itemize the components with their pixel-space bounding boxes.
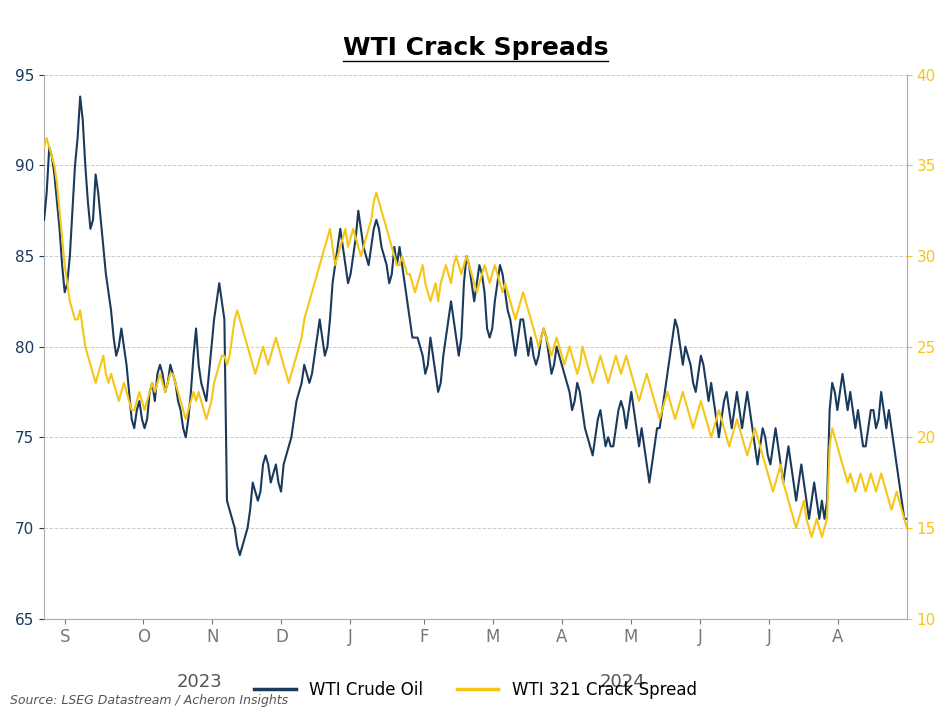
- Title: WTI Crack Spreads: WTI Crack Spreads: [342, 36, 609, 60]
- Text: 2024: 2024: [599, 673, 645, 691]
- Text: 2023: 2023: [177, 673, 223, 691]
- Legend: WTI Crude Oil, WTI 321 Crack Spread: WTI Crude Oil, WTI 321 Crack Spread: [247, 674, 704, 705]
- Text: Source: LSEG Datastream / Acheron Insights: Source: LSEG Datastream / Acheron Insigh…: [10, 695, 287, 707]
